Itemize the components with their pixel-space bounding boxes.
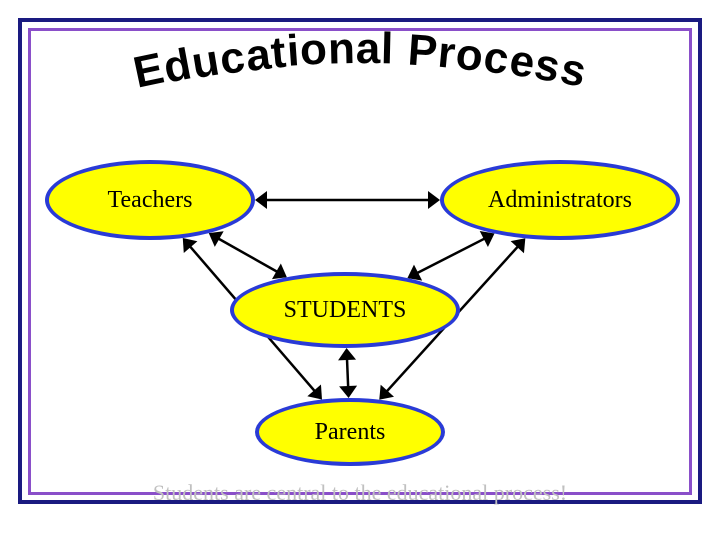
arrow-teachers-administrators — [255, 191, 440, 209]
node-teachers: Teachers — [45, 160, 255, 240]
frame-line — [689, 28, 692, 495]
node-administrators-label: Administrators — [488, 187, 632, 213]
node-students-label: STUDENTS — [284, 297, 407, 323]
arrow-teachers-students — [209, 231, 287, 279]
node-parents: Parents — [255, 398, 445, 466]
slide-title: Educational Process — [0, 46, 720, 96]
node-parents-label: Parents — [315, 419, 386, 445]
node-teachers-label: Teachers — [108, 187, 193, 213]
caption-text: Students are central to the educational … — [0, 480, 720, 506]
slide: Educational Process Teachers Administrato… — [0, 0, 720, 540]
frame-line — [18, 18, 702, 22]
arrow-students-parents — [338, 348, 357, 398]
arrow-administrators-students — [407, 231, 494, 281]
node-administrators: Administrators — [440, 160, 680, 240]
frame-line — [28, 28, 31, 495]
node-students: STUDENTS — [230, 272, 460, 348]
